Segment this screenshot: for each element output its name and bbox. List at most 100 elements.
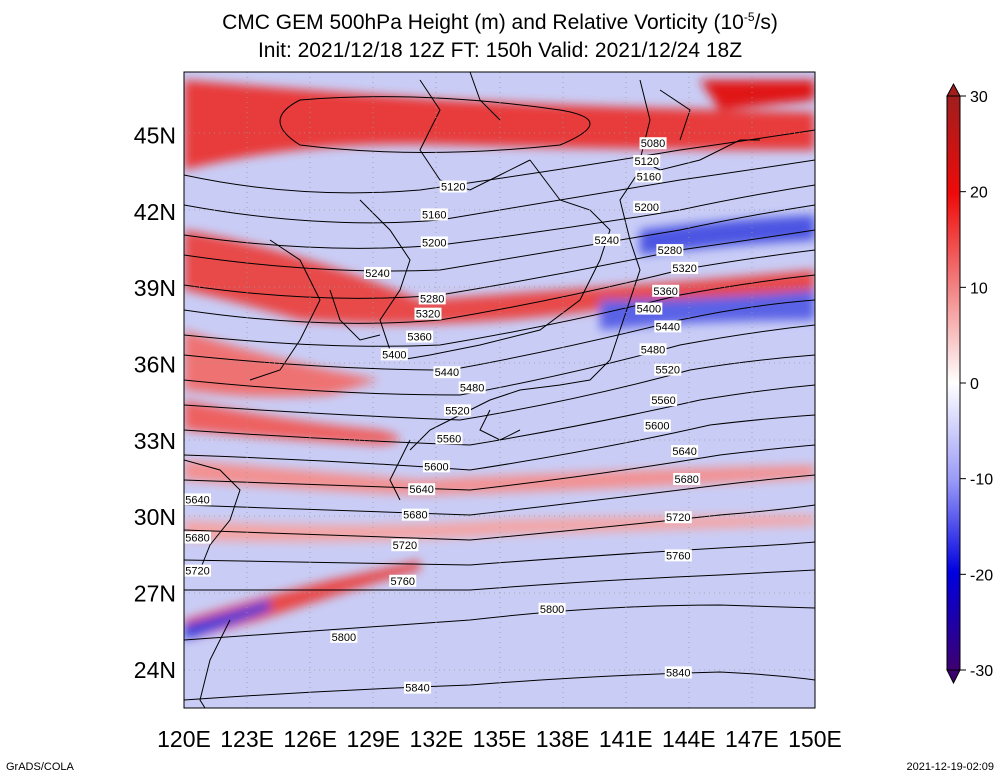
contour-label-bg	[418, 292, 446, 305]
contour-label: 5760	[391, 576, 415, 588]
creation-timestamp: 2021-12-19-02:09	[906, 761, 994, 773]
contour-label-bg	[435, 432, 463, 445]
lat-label: 45N	[134, 123, 176, 149]
colorbar-tick-label: -10	[970, 472, 993, 489]
longitude-labels: 120E 123E 126E 129E 132E 135E 138E 141E 144E 147E…	[157, 726, 842, 752]
colorbar-tick-label: 10	[970, 280, 988, 297]
contour-label: 5400	[382, 349, 406, 361]
lon-label: 126E	[283, 726, 337, 752]
lat-label: 36N	[134, 352, 176, 378]
contour-label-bg	[420, 208, 448, 221]
contour-label: 5360	[653, 286, 677, 298]
contour-label: 5600	[424, 461, 448, 473]
contour-label-bg	[671, 445, 699, 458]
contour-label-bg	[420, 236, 448, 249]
contour-label: 5800	[332, 632, 356, 644]
contour-label: 5560	[651, 395, 675, 407]
lon-label: 120E	[157, 726, 211, 752]
contour-label: 5680	[403, 510, 427, 522]
contour-label: 5280	[420, 293, 444, 305]
contour-label: 5720	[666, 512, 690, 524]
contour-label: 5720	[393, 540, 417, 552]
lon-label: 129E	[346, 726, 400, 752]
lon-label: 138E	[536, 726, 590, 752]
coastlines	[184, 72, 760, 708]
contour-label: 5240	[595, 235, 619, 247]
contour-label: 5280	[658, 245, 682, 257]
contour-label: 5200	[634, 202, 658, 214]
contour-label: 5840	[666, 667, 690, 679]
lon-label: 135E	[473, 726, 527, 752]
contour-label-bg	[664, 549, 692, 562]
contour-label-bg	[401, 508, 429, 521]
contour-labels: 5080 5120 5120 5160 5160 5200 5200 5240 5240 5280…	[184, 137, 701, 695]
chart-subtitle: Init: 2021/12/18 12Z FT: 150h Valid: 202…	[257, 39, 743, 62]
lon-label: 123E	[220, 726, 274, 752]
lon-label: 141E	[599, 726, 653, 752]
contour-label: 5680	[674, 474, 698, 486]
lon-label: 144E	[662, 726, 716, 752]
contour-label: 5440	[656, 321, 680, 333]
contour-label-bg	[652, 284, 680, 297]
contour-label: 5760	[666, 550, 690, 562]
software-credit: GrADS/COLA	[6, 761, 74, 773]
contour-label-bg	[403, 681, 431, 694]
contour-label: 5800	[540, 604, 564, 616]
contour-label: 5640	[672, 446, 696, 458]
lat-label: 27N	[134, 581, 176, 607]
contour-label-bg	[664, 666, 692, 679]
contour-label-bg	[406, 330, 434, 343]
latitude-labels: 45N 42N 39N 36N 33N 30N 27N 24N	[134, 123, 176, 683]
contour-label: 5320	[416, 309, 440, 321]
contour-label-bg	[380, 348, 408, 361]
lat-label: 42N	[134, 199, 176, 225]
colorbar-tick-label: 30	[970, 89, 988, 106]
contour-label-bg	[639, 343, 667, 356]
colorbar-gradient	[946, 95, 961, 671]
contour-label: 5480	[641, 344, 665, 356]
contour-label-bg	[673, 473, 701, 486]
contour-label: 5640	[409, 484, 433, 496]
contour-label: 5560	[437, 433, 461, 445]
contour-label: 5840	[405, 683, 429, 695]
contour-label-bg	[671, 261, 699, 274]
contour-label-bg	[389, 574, 417, 587]
lat-label: 30N	[134, 504, 176, 530]
contour-label-bg	[184, 531, 211, 544]
contour-label: 5520	[445, 405, 469, 417]
contour-label-bg	[184, 493, 211, 506]
lon-label: 147E	[725, 726, 779, 752]
contour-label-bg	[593, 233, 621, 246]
contour-label-bg	[654, 363, 682, 376]
lat-label: 33N	[134, 428, 176, 454]
colorbar-tick-label: -20	[970, 567, 993, 584]
contour-label-bg	[650, 394, 678, 407]
contour-label-bg	[364, 266, 392, 279]
contour-label-bg	[664, 511, 692, 524]
colorbar-tick-label: 20	[970, 185, 988, 202]
contour-label: 5480	[460, 382, 484, 394]
contour-label: 5160	[422, 209, 446, 221]
colorbar-tick-label: 0	[970, 376, 979, 393]
contour-label-bg	[414, 307, 442, 320]
contour-label-bg	[184, 564, 211, 577]
contour-label: 5640	[185, 494, 209, 506]
contour-label-bg	[656, 244, 684, 257]
contour-label: 5320	[672, 263, 696, 275]
map-frame	[183, 71, 816, 709]
colorbar: 30 20 10 0 -10 -20 -30	[946, 82, 993, 685]
contour-label-bg	[643, 419, 671, 432]
contour-label-bg	[635, 170, 663, 183]
contour-label-bg	[391, 539, 419, 552]
contour-label: 5440	[435, 367, 459, 379]
contour-label: 5160	[637, 171, 661, 183]
contour-label-bg	[654, 320, 682, 333]
contour-label: 5520	[656, 365, 680, 377]
vorticity-field	[184, 72, 815, 708]
contour-label-bg	[538, 602, 566, 615]
lat-label: 39N	[134, 275, 176, 301]
colorbar-ticks: 30 20 10 0 -10 -20 -30	[960, 89, 993, 680]
contour-label: 5240	[365, 268, 389, 280]
contour-label-bg	[639, 137, 667, 150]
